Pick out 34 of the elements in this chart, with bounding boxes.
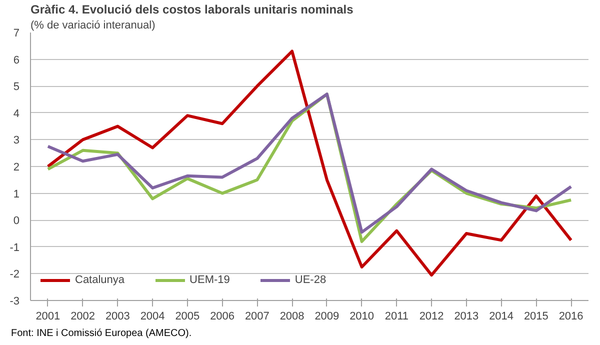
x-tick-label: 2011 — [384, 310, 409, 322]
x-tick-label: 2004 — [140, 310, 165, 322]
y-tick-label: 0 — [13, 215, 20, 228]
legend-label: UEM-19 — [190, 274, 230, 286]
x-tick-label: 2013 — [454, 310, 479, 322]
legend-label: UE-28 — [294, 274, 326, 286]
legend-label: Catalunya — [75, 274, 125, 286]
y-tick-label: -1 — [10, 242, 20, 254]
chart-title: Gràfic 4. Evolució dels costos laborals unitaris nominals — [30, 2, 354, 16]
x-tick-label: 2010 — [350, 310, 374, 322]
x-tick-label: 2015 — [524, 310, 548, 322]
chart-subtitle: (% de variació interanual) — [30, 20, 156, 32]
x-tick-label: 2007 — [244, 310, 270, 322]
x-tick-label: 2008 — [280, 310, 304, 322]
x-tick-label: 2016 — [558, 310, 584, 322]
x-tick-label: 2001 — [36, 310, 60, 322]
x-tick-label: 2003 — [105, 310, 130, 322]
x-tick-label: 2002 — [70, 310, 96, 322]
y-tick-label: -3 — [10, 296, 20, 308]
y-tick-label: 3 — [13, 134, 20, 147]
y-tick-label: 7 — [13, 28, 20, 40]
x-tick-label: 2005 — [175, 310, 200, 322]
y-tick-label: 1 — [13, 188, 20, 200]
y-tick-label: 2 — [13, 162, 20, 174]
x-tick-label: 2014 — [489, 310, 514, 322]
x-tick-label: 2006 — [210, 310, 235, 322]
y-tick-label: 6 — [13, 54, 20, 66]
x-tick-label: 2012 — [419, 310, 444, 322]
x-tick-label: 2009 — [314, 310, 340, 322]
text: Font: INE i Comissió Europea (AMECO). — [11, 327, 192, 341]
y-tick-label: 4 — [13, 108, 20, 120]
y-tick-label: 5 — [13, 81, 20, 94]
y-tick-label: -2 — [10, 268, 20, 281]
line-series — [46, 50, 573, 277]
